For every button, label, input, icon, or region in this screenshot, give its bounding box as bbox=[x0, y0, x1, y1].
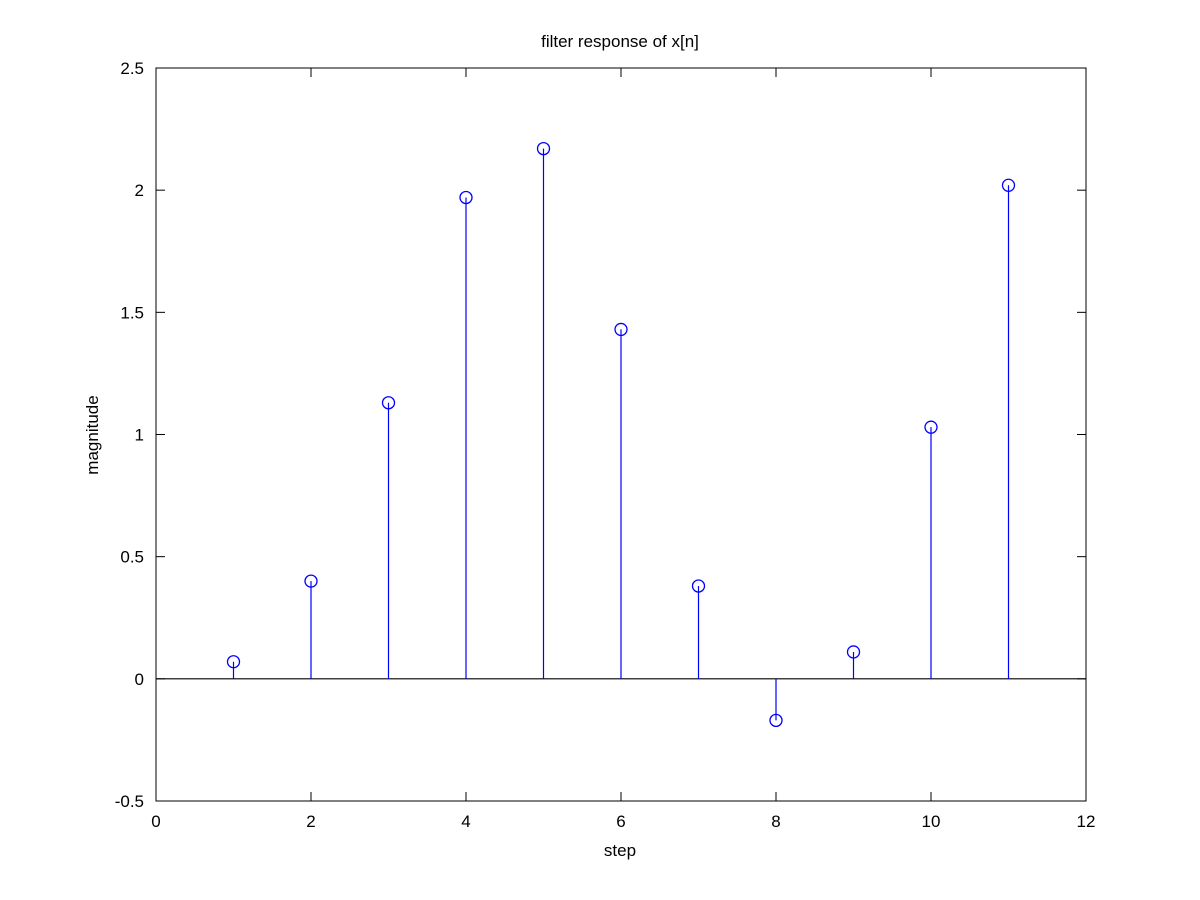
chart-title: filter response of x[n] bbox=[541, 32, 699, 51]
y-axis-label: magnitude bbox=[83, 395, 102, 474]
stem-marker bbox=[459, 190, 473, 205]
stem-marker bbox=[846, 645, 861, 659]
y-tick-label: -0.5 bbox=[115, 792, 144, 811]
y-tick-label: 0 bbox=[135, 670, 144, 689]
x-tick-label: 12 bbox=[1077, 812, 1096, 831]
x-tick-label: 0 bbox=[151, 812, 160, 831]
y-tick-label: 2 bbox=[135, 181, 144, 200]
stem-marker bbox=[614, 322, 628, 337]
x-tick-label: 6 bbox=[616, 812, 625, 831]
stem-marker bbox=[691, 579, 706, 593]
y-tick-label: 1.5 bbox=[120, 303, 144, 322]
stem-marker bbox=[381, 396, 396, 410]
stem-marker bbox=[226, 655, 241, 669]
plot-area: 0 2 4 6 8 10 12 -0.5 0 0.5 1 1.5 2 2.5 bbox=[115, 59, 1096, 831]
stem-marker bbox=[769, 713, 783, 728]
stem-marker bbox=[1001, 178, 1016, 192]
y-tick-label: 2.5 bbox=[120, 59, 144, 78]
y-tick-label: 0.5 bbox=[120, 548, 144, 567]
y-tick-label: 1 bbox=[135, 426, 144, 445]
x-axis-label: step bbox=[604, 841, 636, 860]
x-tick-label: 10 bbox=[922, 812, 941, 831]
x-tick-label: 2 bbox=[306, 812, 315, 831]
stem-marker bbox=[924, 420, 938, 434]
x-tick-label: 4 bbox=[461, 812, 470, 831]
stem-marker bbox=[536, 141, 551, 156]
stem-marker bbox=[304, 574, 318, 588]
x-tick-label: 8 bbox=[771, 812, 780, 831]
